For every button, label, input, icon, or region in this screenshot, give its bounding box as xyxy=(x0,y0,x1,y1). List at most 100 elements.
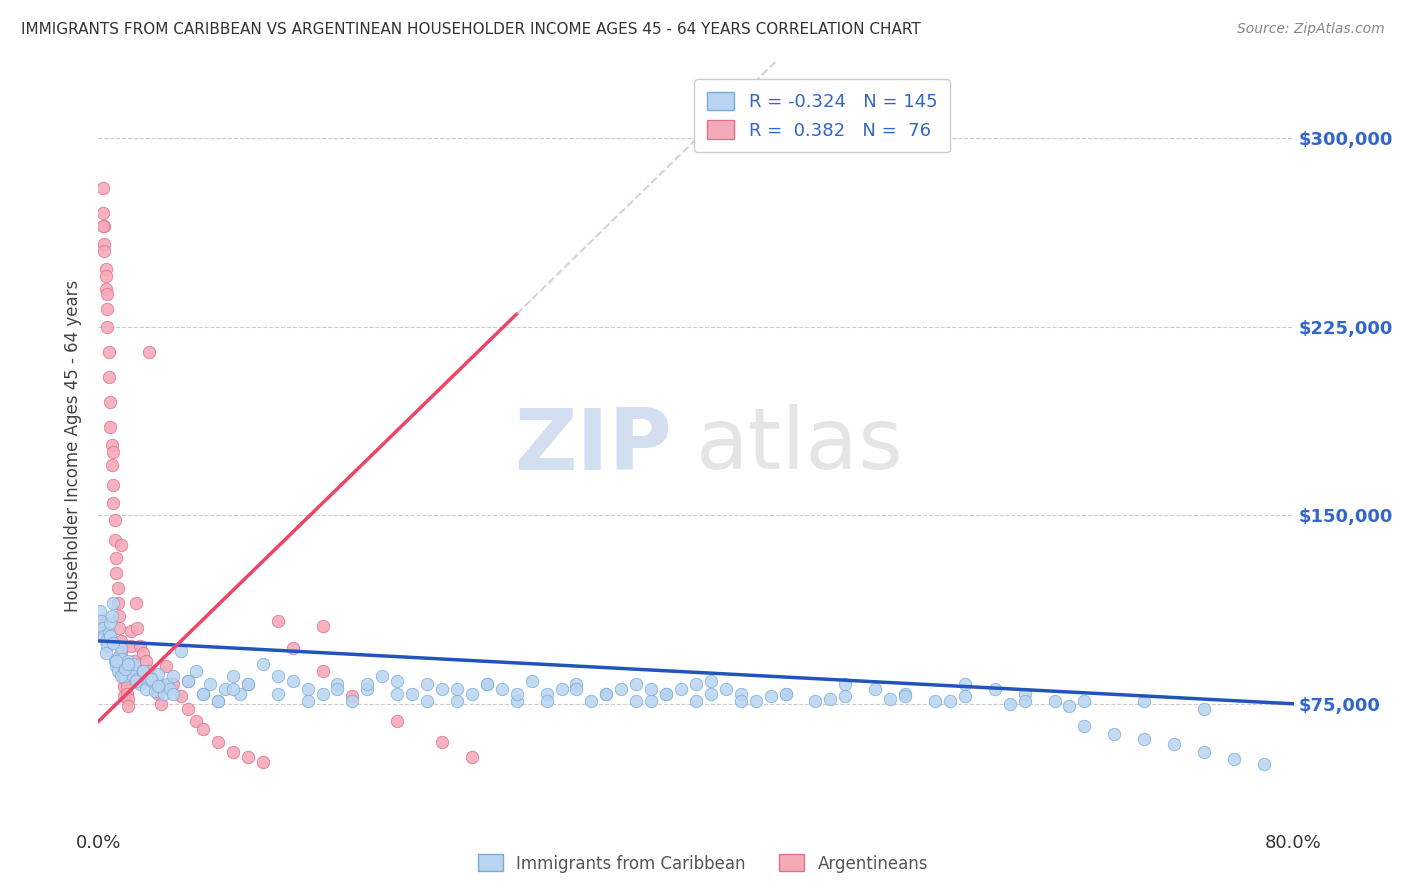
Point xyxy=(94,634,117,648)
Point xyxy=(655,687,678,701)
Point xyxy=(506,687,529,701)
Point xyxy=(110,641,132,656)
Point xyxy=(101,458,124,472)
Point xyxy=(89,604,111,618)
Point xyxy=(685,676,707,690)
Point xyxy=(127,672,149,686)
Point xyxy=(110,538,132,552)
Point xyxy=(252,657,274,671)
Point xyxy=(401,687,423,701)
Point xyxy=(105,659,128,673)
Point xyxy=(430,681,453,696)
Point xyxy=(132,647,155,661)
Point xyxy=(111,651,134,665)
Point xyxy=(775,687,797,701)
Point xyxy=(894,690,917,704)
Point xyxy=(115,662,138,676)
Point xyxy=(998,697,1021,711)
Point xyxy=(685,694,707,708)
Point xyxy=(115,687,138,701)
Point xyxy=(236,749,259,764)
Point xyxy=(326,676,349,690)
Point xyxy=(96,286,118,301)
Point xyxy=(610,681,633,696)
Point xyxy=(107,596,129,610)
Point xyxy=(138,664,160,678)
Point xyxy=(105,654,128,668)
Point xyxy=(342,690,364,704)
Point xyxy=(125,596,148,610)
Point xyxy=(120,624,142,638)
Point xyxy=(581,694,603,708)
Point xyxy=(105,550,128,565)
Point xyxy=(222,745,245,759)
Point xyxy=(117,699,139,714)
Text: atlas: atlas xyxy=(696,404,904,488)
Point xyxy=(148,666,170,681)
Point xyxy=(150,697,173,711)
Text: Source: ZipAtlas.com: Source: ZipAtlas.com xyxy=(1237,22,1385,37)
Point xyxy=(101,608,124,623)
Point xyxy=(120,666,142,681)
Point xyxy=(297,681,319,696)
Point xyxy=(112,664,135,678)
Point xyxy=(475,676,498,690)
Point xyxy=(94,647,117,661)
Point xyxy=(117,691,139,706)
Point xyxy=(1192,702,1215,716)
Point xyxy=(111,669,134,683)
Point xyxy=(159,681,181,696)
Point xyxy=(191,687,214,701)
Point xyxy=(103,445,125,459)
Point xyxy=(110,634,132,648)
Point xyxy=(565,676,588,690)
Point xyxy=(1014,694,1036,708)
Point xyxy=(93,219,115,233)
Point xyxy=(129,676,152,690)
Point xyxy=(700,674,723,689)
Point xyxy=(141,674,163,689)
Point xyxy=(96,639,118,653)
Point xyxy=(97,369,120,384)
Point xyxy=(595,687,617,701)
Point xyxy=(162,669,184,683)
Point xyxy=(98,616,122,631)
Point xyxy=(112,690,135,704)
Point xyxy=(112,679,135,693)
Point xyxy=(148,679,170,693)
Point xyxy=(124,657,146,671)
Point xyxy=(984,681,1007,696)
Point xyxy=(267,669,290,683)
Point xyxy=(640,694,662,708)
Point xyxy=(98,420,122,434)
Point xyxy=(222,681,245,696)
Point xyxy=(104,533,127,548)
Point xyxy=(143,684,166,698)
Point xyxy=(356,681,378,696)
Point xyxy=(446,694,468,708)
Point xyxy=(200,676,222,690)
Point xyxy=(150,679,173,693)
Point xyxy=(96,319,118,334)
Point xyxy=(236,676,259,690)
Point xyxy=(924,694,946,708)
Point xyxy=(114,664,136,678)
Point xyxy=(222,669,245,683)
Point xyxy=(91,206,114,220)
Point xyxy=(98,395,122,409)
Point xyxy=(745,694,768,708)
Point xyxy=(207,734,229,748)
Point xyxy=(132,664,155,678)
Point xyxy=(108,621,131,635)
Point xyxy=(430,734,453,748)
Point xyxy=(177,702,200,716)
Point xyxy=(162,687,184,701)
Point xyxy=(91,181,114,195)
Point xyxy=(536,694,558,708)
Point xyxy=(356,676,378,690)
Legend: Immigrants from Caribbean, Argentineans: Immigrants from Caribbean, Argentineans xyxy=(471,847,935,880)
Point xyxy=(141,672,163,686)
Point xyxy=(98,629,122,643)
Point xyxy=(1043,694,1066,708)
Point xyxy=(879,691,901,706)
